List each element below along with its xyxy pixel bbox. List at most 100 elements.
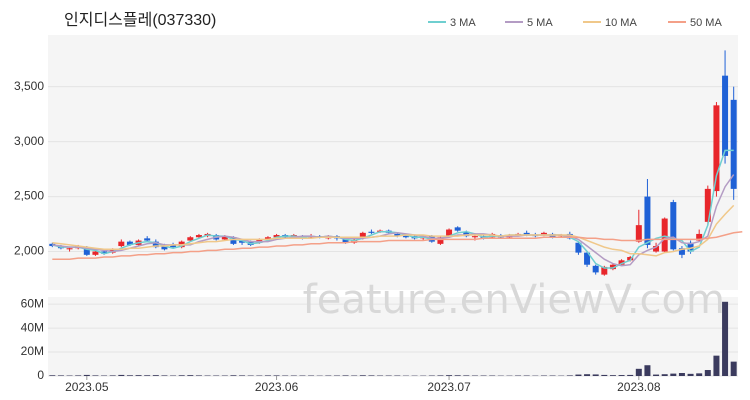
volume-bar — [83, 374, 90, 376]
volume-bar — [109, 375, 116, 376]
y-tick-label: 60M — [21, 296, 44, 310]
candle-body — [66, 248, 73, 250]
candle-body — [661, 218, 668, 252]
candle-body — [463, 231, 470, 237]
candle-body — [342, 238, 349, 243]
ma-line — [52, 204, 735, 257]
watermark: feature.enViewV.com — [303, 277, 725, 323]
volume-bar — [135, 375, 142, 376]
volume-bar — [678, 373, 685, 376]
volume-bar — [368, 375, 375, 376]
candle-body — [402, 235, 409, 238]
volume-bar — [144, 375, 151, 376]
candle-body — [523, 232, 530, 236]
volume-bar — [187, 375, 194, 376]
ma-line — [52, 174, 735, 267]
volume-bar — [92, 375, 99, 376]
volume-bar — [178, 375, 185, 376]
candle-body — [187, 237, 194, 241]
y-tick-label: 40M — [21, 320, 44, 334]
volume-bar — [230, 375, 237, 376]
candle-body — [446, 229, 453, 237]
candle-body — [161, 246, 168, 250]
y-tick-label: 2,500 — [14, 189, 44, 203]
legend-label: 3 MA — [450, 17, 476, 29]
volume-bar — [118, 374, 125, 376]
legend-label: 5 MA — [527, 17, 553, 29]
volume-panel — [48, 297, 738, 376]
volume-bar — [454, 375, 461, 376]
volume-bar — [627, 374, 634, 376]
volume-bar — [696, 373, 703, 376]
candle-body — [126, 241, 133, 245]
volume-bar — [592, 374, 599, 376]
chart-title: 인지디스플레(037330) — [64, 11, 216, 29]
volume-bar — [57, 375, 64, 376]
x-tick-label: 2023.08 — [617, 380, 661, 394]
volume-bar — [609, 375, 616, 376]
ma-line — [52, 230, 743, 260]
y-tick-label: 3,500 — [14, 79, 44, 93]
volume-bar — [195, 375, 202, 376]
candle-body — [118, 241, 125, 247]
candle-body — [644, 196, 651, 245]
volume-bar — [264, 375, 271, 376]
candle-body — [394, 233, 401, 237]
candle-body — [152, 241, 159, 248]
y-tick-label: 20M — [21, 344, 44, 358]
candle-body — [195, 235, 202, 238]
candle-body — [540, 232, 547, 236]
volume-bar — [566, 375, 573, 376]
candle-body — [653, 246, 660, 252]
volume-bar — [653, 374, 660, 376]
volume-bar — [437, 375, 444, 376]
candle-body — [359, 232, 366, 239]
volume-bar — [239, 375, 246, 376]
candle-body — [368, 231, 375, 233]
volume-bar — [644, 365, 651, 376]
volume-bar — [713, 355, 720, 376]
volume-bar — [618, 375, 625, 376]
volume-bar — [730, 361, 737, 376]
volume-bar — [49, 375, 56, 376]
volume-bar — [722, 301, 729, 376]
x-tick-label: 2023.06 — [255, 380, 299, 394]
volume-bar — [446, 375, 453, 376]
volume-bar — [126, 375, 133, 376]
candle-body — [264, 237, 271, 240]
candle-body — [92, 251, 99, 255]
candle-body — [696, 233, 703, 241]
volume-bar — [75, 375, 82, 376]
y-tick-label: 3,000 — [14, 134, 44, 148]
candle-body — [230, 237, 237, 244]
candle-body — [454, 227, 461, 231]
candle-body — [618, 260, 625, 265]
candle-body — [730, 99, 737, 189]
candle-body — [170, 244, 177, 248]
candle-body — [101, 251, 108, 254]
volume-bar — [575, 374, 582, 376]
candle-body — [687, 242, 694, 252]
volume-bar — [463, 375, 470, 376]
candle-body — [221, 236, 228, 240]
candle-body — [239, 240, 246, 243]
candle-body — [635, 225, 642, 242]
volume-bar — [342, 375, 349, 376]
candle-body — [609, 264, 616, 270]
volume-bar — [661, 374, 668, 376]
volume-bar — [161, 375, 168, 376]
candle-body — [592, 265, 599, 273]
candle-body — [575, 242, 582, 253]
candle-body — [144, 238, 151, 241]
candle-body — [584, 252, 591, 265]
candle-body — [678, 248, 685, 255]
x-tick-label: 2023.07 — [427, 380, 471, 394]
volume-bar — [584, 374, 591, 376]
candle-body — [273, 235, 280, 238]
candle-body — [83, 247, 90, 255]
volume-bar — [601, 374, 608, 376]
volume-bar — [670, 373, 677, 376]
candle-body — [437, 237, 444, 244]
volume-bar — [635, 368, 642, 376]
volume-bar — [704, 370, 711, 376]
